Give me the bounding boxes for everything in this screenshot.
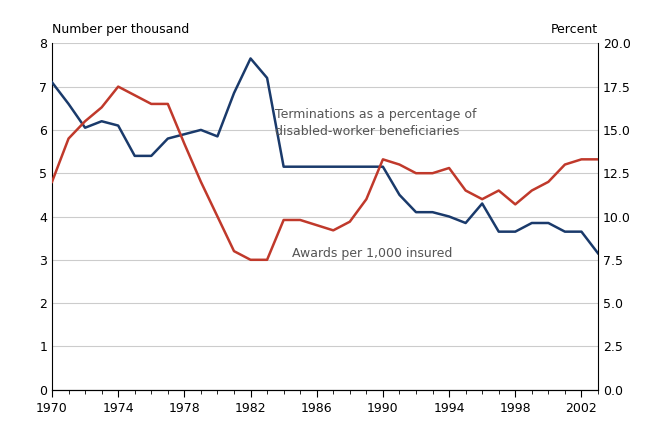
Text: Number per thousand: Number per thousand: [52, 23, 189, 36]
Text: Awards per 1,000 insured: Awards per 1,000 insured: [292, 247, 452, 260]
Text: Terminations as a percentage of
disabled-worker beneficiaries: Terminations as a percentage of disabled…: [276, 108, 477, 138]
Text: Percent: Percent: [551, 23, 598, 36]
